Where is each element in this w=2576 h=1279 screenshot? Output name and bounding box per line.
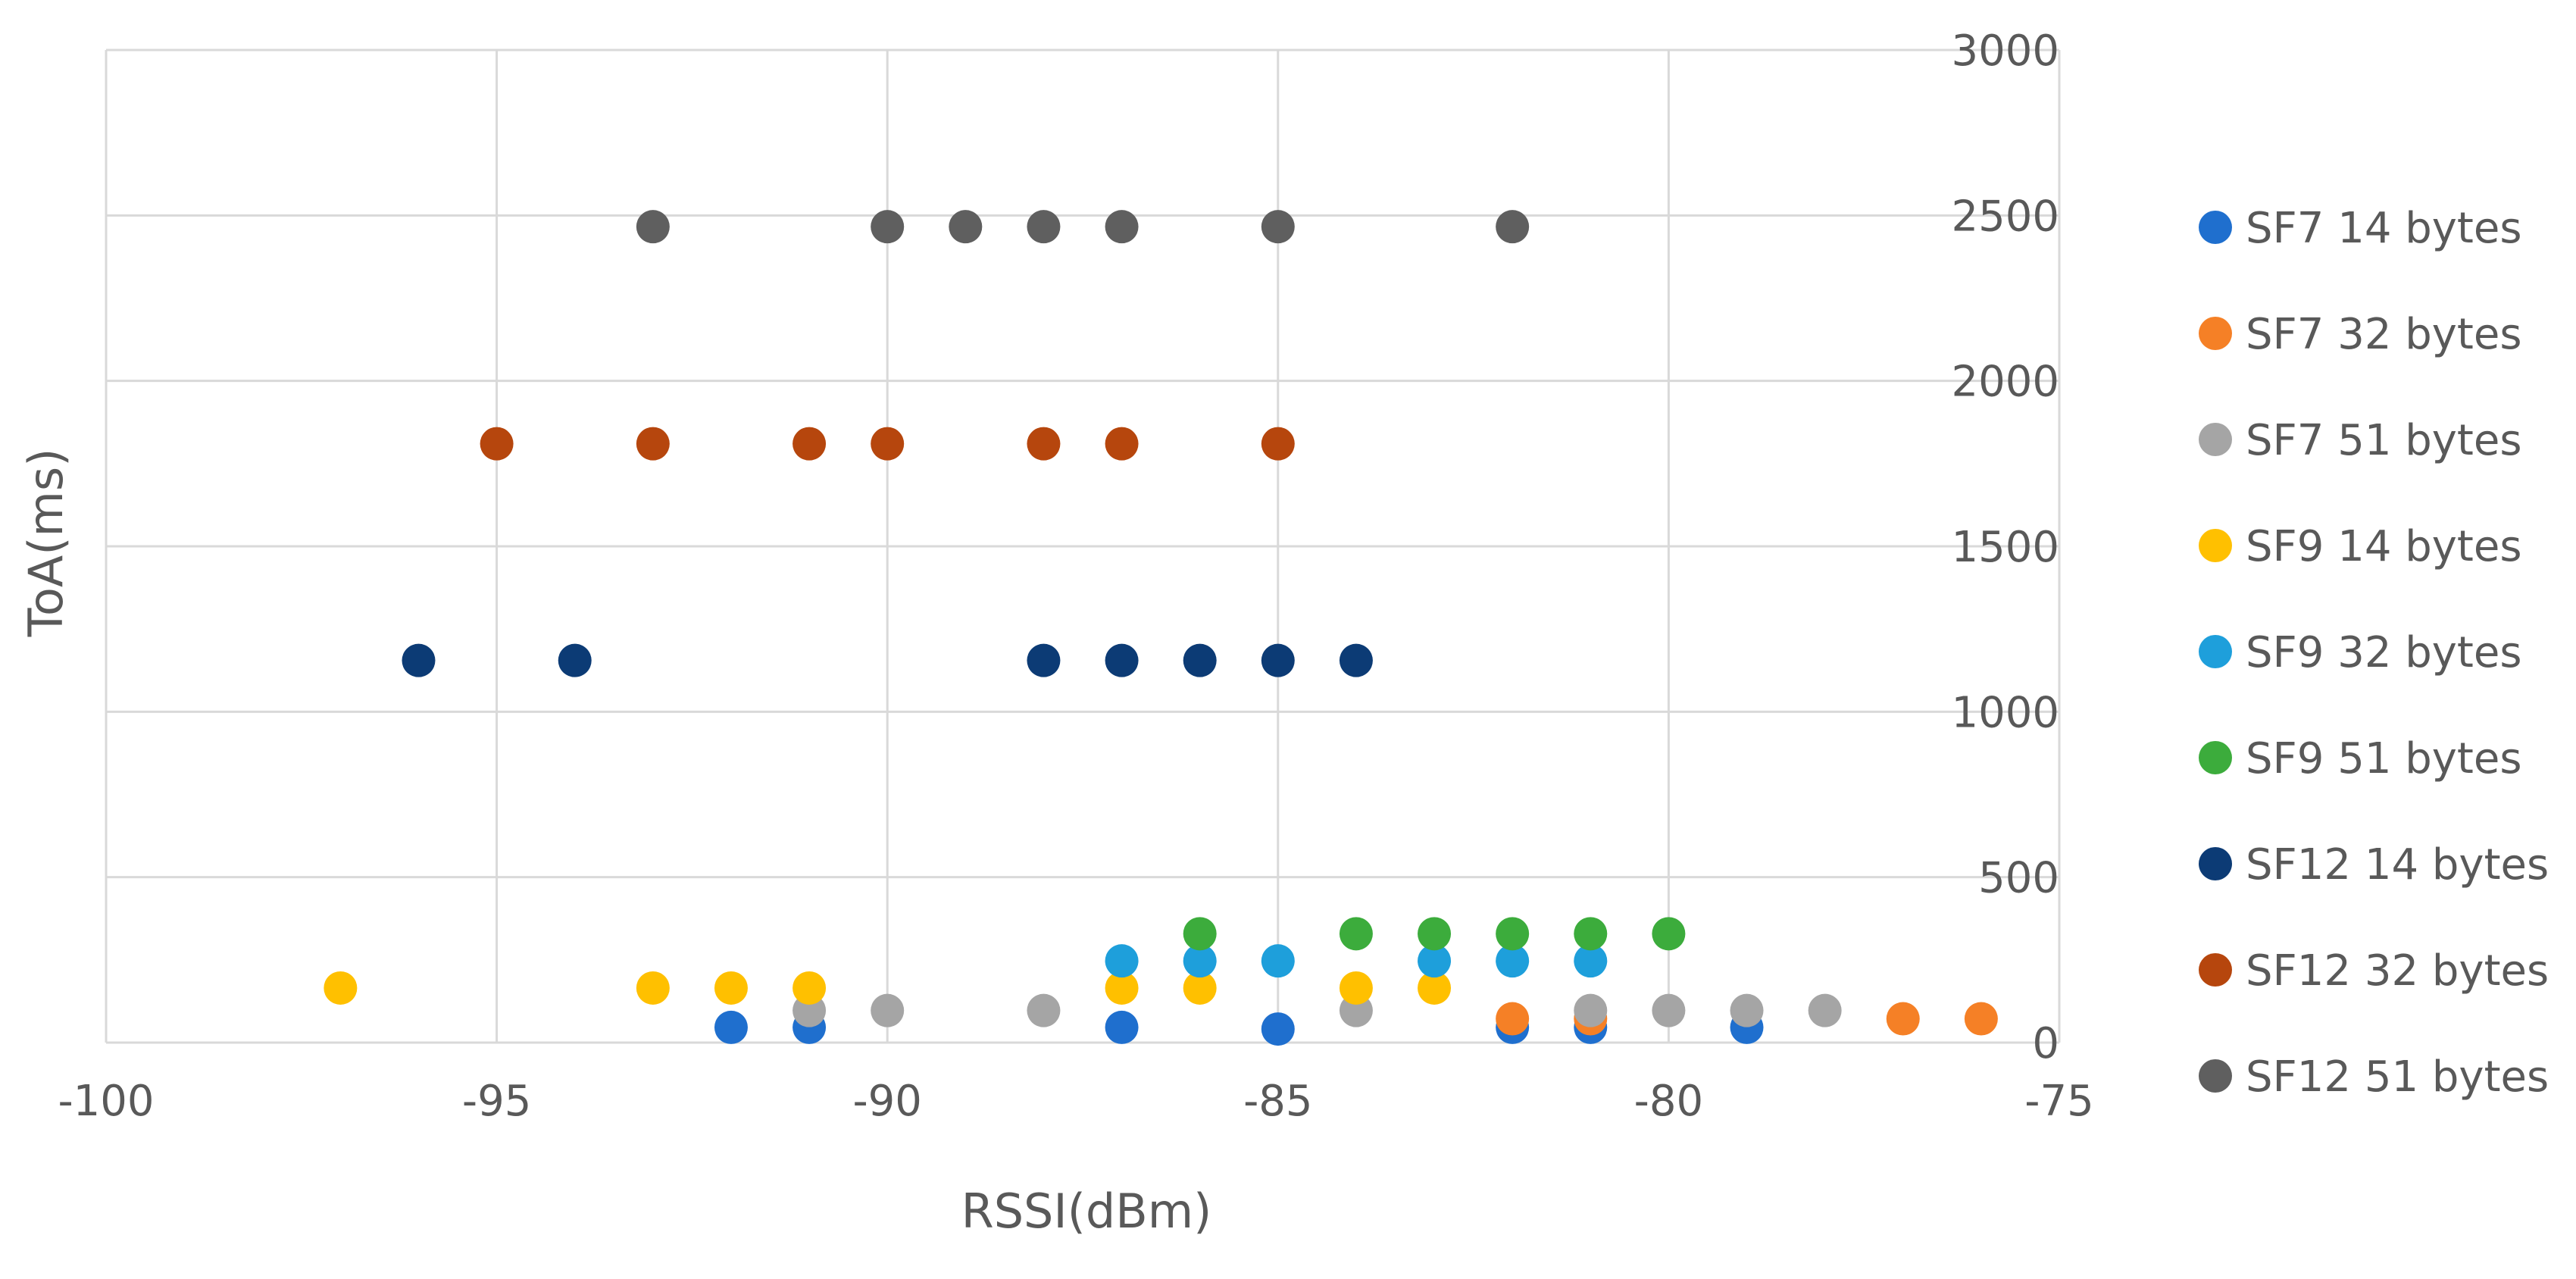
data-point: [1183, 917, 1217, 951]
data-points: [324, 210, 1998, 1046]
data-point: [1418, 944, 1452, 978]
data-point: [558, 643, 592, 677]
data-point: [1808, 993, 1842, 1027]
data-point: [1574, 944, 1608, 978]
data-point: [636, 971, 670, 1005]
data-point: [1105, 944, 1139, 978]
data-point: [1183, 944, 1217, 978]
data-point: [871, 993, 905, 1027]
legend-marker: [2199, 635, 2232, 668]
x-axis-title: RSSI(dBm): [961, 1184, 1212, 1239]
legend-marker: [2199, 317, 2232, 350]
data-point: [1105, 1010, 1139, 1044]
y-axis-ticks: 0 500 1000 1500 2000 2500 3000: [1951, 27, 2059, 1068]
data-point: [636, 210, 670, 244]
data-point: [1027, 643, 1061, 677]
data-point: [714, 971, 748, 1005]
data-point: [1027, 427, 1061, 461]
data-point: [1496, 210, 1530, 244]
y-tick-label: 0: [2032, 1019, 2059, 1068]
legend-label: SF12 32 bytes: [2246, 946, 2549, 996]
y-tick-label: 2500: [1951, 192, 2059, 241]
data-point: [1027, 210, 1061, 244]
legend-marker: [2199, 741, 2232, 774]
y-axis-title: ToA(ms): [18, 449, 73, 638]
data-point: [636, 427, 670, 461]
data-point: [871, 210, 905, 244]
data-point: [1105, 643, 1139, 677]
grid: [105, 48, 2061, 1044]
x-tick-label: -90: [852, 1077, 921, 1126]
data-point: [402, 643, 436, 677]
data-point: [714, 1010, 748, 1044]
data-point: [480, 427, 514, 461]
x-axis-ticks: -100 -95 -90 -85 -80 -75: [58, 1077, 2093, 1126]
y-tick-label: 1500: [1951, 523, 2059, 572]
data-point: [1261, 1012, 1295, 1046]
legend-label: SF7 51 bytes: [2246, 416, 2522, 465]
data-point: [1418, 971, 1452, 1005]
data-point: [1027, 993, 1061, 1027]
legend-marker: [2199, 529, 2232, 562]
data-point: [1652, 917, 1686, 951]
legend-marker: [2199, 211, 2232, 244]
legend-label: SF9 32 bytes: [2246, 628, 2522, 677]
legend-marker: [2199, 847, 2232, 880]
data-point: [871, 427, 905, 461]
data-point: [792, 427, 827, 461]
data-point: [1496, 917, 1530, 951]
data-point: [1418, 917, 1452, 951]
y-tick-label: 2000: [1951, 358, 2059, 407]
y-tick-label: 500: [1978, 854, 2059, 903]
data-point: [1652, 993, 1686, 1027]
data-point: [1964, 1002, 1998, 1036]
data-point: [1339, 643, 1373, 677]
legend-label: SF12 14 bytes: [2246, 840, 2549, 890]
data-point: [949, 210, 983, 244]
legend-label: SF7 14 bytes: [2246, 204, 2522, 253]
x-tick-label: -100: [58, 1077, 154, 1126]
data-point: [1105, 971, 1139, 1005]
data-point: [1261, 210, 1295, 244]
x-tick-label: -85: [1243, 1077, 1312, 1126]
data-point: [1730, 993, 1764, 1027]
data-point: [1574, 993, 1608, 1027]
y-tick-label: 3000: [1951, 27, 2059, 76]
legend: SF7 14 bytes SF7 32 bytes SF7 51 bytes SF9 …: [2199, 204, 2549, 1102]
data-point: [1339, 917, 1373, 951]
legend-label: SF7 32 bytes: [2246, 310, 2522, 359]
data-point: [1886, 1002, 1920, 1036]
y-tick-label: 1000: [1951, 688, 2059, 737]
x-tick-label: -95: [462, 1077, 531, 1126]
data-point: [1105, 210, 1139, 244]
data-point: [1496, 1002, 1530, 1036]
legend-label: SF12 51 bytes: [2246, 1052, 2549, 1102]
legend-marker: [2199, 1059, 2232, 1093]
legend-label: SF9 51 bytes: [2246, 734, 2522, 783]
data-point: [1105, 427, 1139, 461]
data-point: [1261, 643, 1295, 677]
data-point: [1261, 944, 1295, 978]
data-point: [1183, 643, 1217, 677]
data-point: [1574, 917, 1608, 951]
x-tick-label: -80: [1634, 1077, 1703, 1126]
legend-marker: [2199, 423, 2232, 456]
data-point: [324, 971, 358, 1005]
data-point: [1496, 944, 1530, 978]
x-tick-label: -75: [2024, 1077, 2093, 1126]
data-point: [1339, 971, 1373, 1005]
data-point: [1183, 971, 1217, 1005]
data-point: [792, 971, 827, 1005]
data-point: [1261, 427, 1295, 461]
legend-label: SF9 14 bytes: [2246, 522, 2522, 571]
legend-marker: [2199, 953, 2232, 987]
